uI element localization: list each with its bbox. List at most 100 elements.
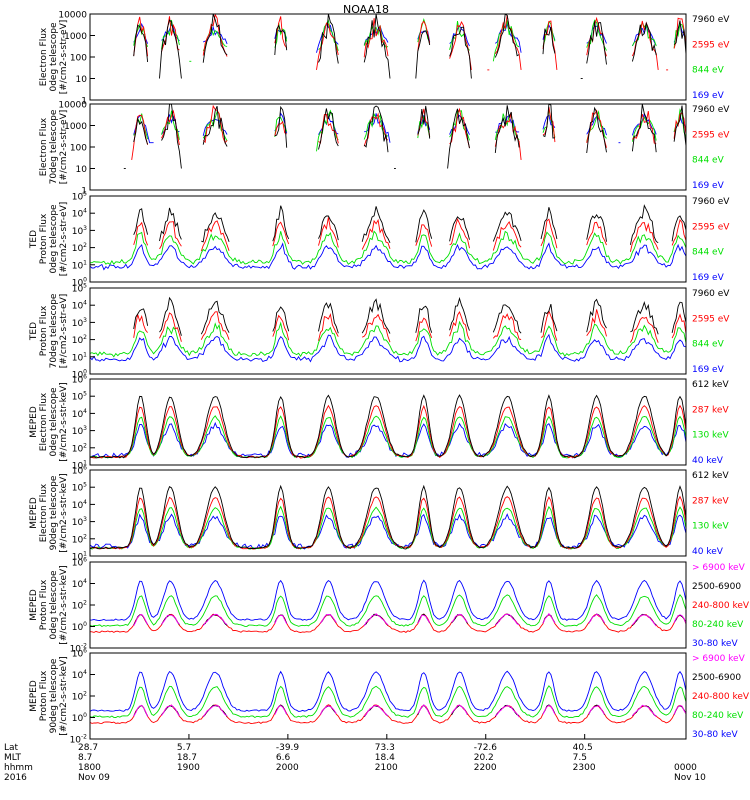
flux-trace (540, 207, 558, 240)
y-label-line: 90deg telescope (49, 658, 59, 733)
legend-entry: 240-800 keV (692, 692, 750, 702)
flux-trace (586, 221, 607, 246)
footer-row-label: 2016 (4, 773, 27, 783)
flux-trace (90, 495, 686, 550)
y-label-line: MEPED (29, 497, 39, 529)
flux-trace (90, 579, 686, 621)
flux-trace (632, 111, 657, 145)
flux-trace (632, 705, 657, 717)
footer-value: Nov 09 (78, 773, 110, 783)
y-tick-label: 105 (72, 482, 87, 494)
flux-trace (361, 206, 391, 243)
y-tick-label: 103 (72, 516, 87, 528)
legend-entry: 30-80 keV (692, 639, 738, 649)
y-tick-label: 104 (72, 208, 87, 220)
footer-value: 2200 (474, 763, 497, 773)
y-tick-label: 102 (72, 334, 87, 346)
flux-trace (362, 313, 391, 343)
flux-trace (415, 317, 433, 342)
flux-trace (202, 106, 228, 147)
footer-value: 1900 (177, 763, 200, 773)
flux-trace (363, 112, 389, 140)
flux-trace (363, 105, 389, 153)
legend-entry: 2500-6900 (692, 673, 741, 683)
footer-value: 73.3 (375, 743, 395, 753)
flux-trace (274, 116, 288, 138)
y-tick-label: 103 (72, 317, 87, 329)
flux-trace (449, 20, 472, 70)
flux-trace (671, 215, 686, 242)
flux-trace (540, 303, 558, 333)
footer-row-label: hhmm (4, 763, 33, 773)
panel-traces (90, 579, 686, 633)
flux-trace (200, 300, 230, 335)
y-tick-label: 106 (72, 465, 87, 477)
y-axis-label: TED Proton Flux 70deg telescope [#/cm2-s-st… (29, 293, 69, 368)
footer-value: 2000 (276, 763, 299, 773)
flux-trace (671, 218, 686, 246)
y-label-line: Electron Flux (39, 392, 49, 451)
legend-entry: 2595 eV (692, 222, 730, 232)
flux-trace (320, 705, 337, 715)
panel-frame (89, 469, 687, 557)
flux-trace (415, 30, 431, 79)
flux-trace (542, 104, 555, 139)
flux-trace (363, 613, 389, 626)
flux-trace (586, 309, 607, 337)
y-label-line: Proton Flux (39, 670, 49, 721)
flux-trace (631, 21, 657, 62)
y-label-line: Electron Flux (39, 483, 49, 542)
figure-title: NOAA18 (343, 3, 389, 16)
footer-value: 8.7 (78, 753, 92, 763)
flux-trace (161, 614, 180, 625)
flux-trace (451, 613, 468, 623)
footer-value: 7.5 (573, 753, 587, 763)
flux-trace (200, 311, 230, 340)
legend-entry: 7960 eV (692, 289, 730, 299)
y-label-line: 70deg telescope (49, 109, 59, 184)
footer-value: Nov 10 (674, 773, 706, 783)
y-tick-label: 100 (72, 621, 87, 633)
legend-entry: > 6900 keV (692, 654, 746, 664)
flux-trace (495, 613, 520, 626)
y-label-line: MEPED (29, 680, 39, 712)
flux-trace (671, 313, 686, 339)
y-tick-label: 10000 (58, 11, 87, 21)
panel-frame (89, 287, 687, 375)
y-label-line: Proton Flux (39, 305, 49, 356)
footer-value: 2300 (573, 763, 596, 773)
flux-trace (90, 230, 686, 265)
y-tick-label: 104 (72, 669, 87, 681)
flux-trace (159, 207, 182, 242)
y-label-line: [#/cm2-s-str-eV] (59, 110, 69, 185)
legend-entry: 7960 eV (692, 105, 730, 115)
panel-traces (90, 204, 686, 271)
flux-trace (202, 14, 228, 63)
y-tick-label: 10 (76, 75, 88, 85)
flux-trace (202, 14, 228, 57)
flux-trace (274, 24, 288, 56)
flux-trace (320, 613, 337, 624)
y-axis-label: Electron Flux 0deg telescope [#/cm2-s-str-… (39, 20, 69, 95)
y-label-line: MEPED (29, 406, 39, 438)
footer-value: 6.6 (276, 753, 291, 763)
y-label-line: 70deg telescope (49, 293, 59, 368)
flux-trace (673, 20, 686, 55)
legend-entry: 287 keV (692, 496, 729, 506)
flux-trace (630, 300, 659, 335)
flux-trace (586, 21, 607, 65)
legend-entry: 2595 eV (692, 130, 730, 140)
footer-value: 18.7 (177, 753, 197, 763)
footer-row-label: MLT (4, 753, 22, 763)
y-tick-label: 106 (72, 648, 87, 660)
y-tick-label: 103 (72, 425, 87, 437)
y-label-line: [#/cm2-s-str-eV] (59, 294, 69, 369)
y-tick-label: 105 (72, 191, 87, 203)
